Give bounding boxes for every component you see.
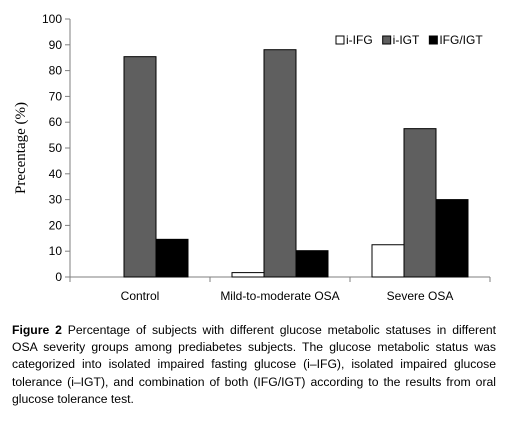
y-tick-label: 70 xyxy=(49,89,63,103)
bar-i-igt xyxy=(263,49,297,278)
bar-ifg-igt xyxy=(295,250,329,278)
y-tick-label: 10 xyxy=(49,244,63,258)
y-axis-label: Precentage (%) xyxy=(13,102,29,194)
legend-label: i-IGT xyxy=(393,33,420,47)
x-tick-label: Mild-to-moderate OSA xyxy=(220,289,339,303)
bar-i-igt xyxy=(123,56,157,278)
y-tick-label: 40 xyxy=(49,167,63,181)
bar-i-igt xyxy=(403,128,437,278)
y-tick-label: 20 xyxy=(49,218,63,232)
bar-ifg-igt xyxy=(435,199,469,278)
legend-swatch xyxy=(382,35,392,45)
legend-label: IFG/IGT xyxy=(439,33,483,47)
chart: 0 10 20 30 40 50 60 70 80 90 100 Control Mild-to-mo… xyxy=(13,12,491,303)
legend-swatch xyxy=(335,35,345,45)
x-tick-label: Severe OSA xyxy=(387,289,454,303)
figure-label: Figure 2 xyxy=(12,323,62,337)
x-axis: Control Mild-to-moderate OSA Severe OSA xyxy=(69,276,491,303)
bars xyxy=(123,49,469,278)
bar-i-ifg xyxy=(371,244,405,278)
figure-caption: Figure 2 Percentage of subjects with dif… xyxy=(12,322,496,408)
y-tick-label: 50 xyxy=(49,141,63,155)
y-tick-label: 90 xyxy=(49,38,63,52)
y-tick-label: 0 xyxy=(55,270,62,284)
bar-i-ifg xyxy=(231,272,265,278)
caption-text: Percentage of subjects with different gl… xyxy=(12,323,497,406)
y-tick-label: 80 xyxy=(49,64,63,78)
y-tick-label: 100 xyxy=(42,12,62,26)
legend-label: i-IFG xyxy=(346,33,373,47)
legend: i-IFG i-IGT IFG/IGT xyxy=(335,33,483,47)
y-tick-label: 30 xyxy=(49,193,63,207)
legend-swatch xyxy=(428,35,438,45)
x-tick-label: Control xyxy=(121,289,160,303)
y-tick-label: 60 xyxy=(49,115,63,129)
y-axis: 0 10 20 30 40 50 60 70 80 90 100 xyxy=(42,12,71,284)
bar-ifg-igt xyxy=(155,238,189,278)
